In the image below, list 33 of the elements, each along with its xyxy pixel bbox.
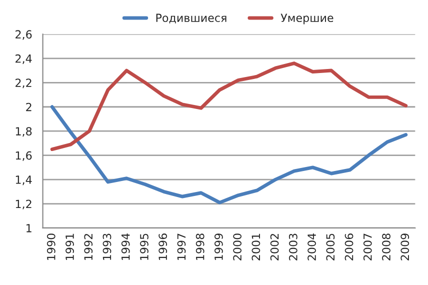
x-tick-label: 1996	[158, 234, 168, 260]
y-tick-label: 1,2	[16, 200, 32, 210]
y-tick-label: 1,4	[16, 176, 32, 186]
y-tick-label: 2,2	[16, 78, 32, 88]
legend-label: Родившиеся	[156, 14, 226, 24]
line-series	[50, 105, 408, 204]
x-tick-label: 2000	[233, 234, 242, 260]
y-tick-label: 1,8	[16, 127, 32, 137]
x-tick-label: 2009	[400, 234, 410, 260]
x-tick-label: 1990	[46, 234, 56, 260]
x-tick-label: 2008	[382, 234, 390, 260]
x-tick-label: 2003	[288, 234, 298, 260]
y-tick-label: 2,4	[16, 54, 32, 64]
x-tick-label: 2002	[270, 234, 279, 260]
x-tick-label: 1999	[214, 234, 223, 260]
y-tick-label: 1,6	[16, 151, 32, 161]
x-tick-label: 1995	[140, 234, 148, 260]
y-tick-label: 2	[26, 102, 32, 112]
x-tick-label: 1993	[102, 234, 112, 260]
line-series	[50, 62, 408, 152]
x-tick-label: 2006	[344, 234, 354, 260]
x-tick-label: 1992	[84, 234, 93, 260]
x-tick-label: 2001	[252, 234, 260, 260]
y-tick-label: 2,6	[16, 30, 32, 40]
x-tick-label: 2005	[326, 234, 335, 260]
x-tick-label: 1991	[66, 234, 74, 260]
x-tick-label: 1998	[196, 234, 204, 260]
x-tick-label: 2004	[308, 233, 316, 260]
y-tick-label: 1	[26, 224, 32, 232]
x-tick-label: 2007	[363, 234, 372, 260]
x-tick-label: 1997	[177, 234, 186, 260]
legend-label: Умершие	[280, 14, 334, 24]
x-tick-label: 1994	[121, 233, 130, 260]
